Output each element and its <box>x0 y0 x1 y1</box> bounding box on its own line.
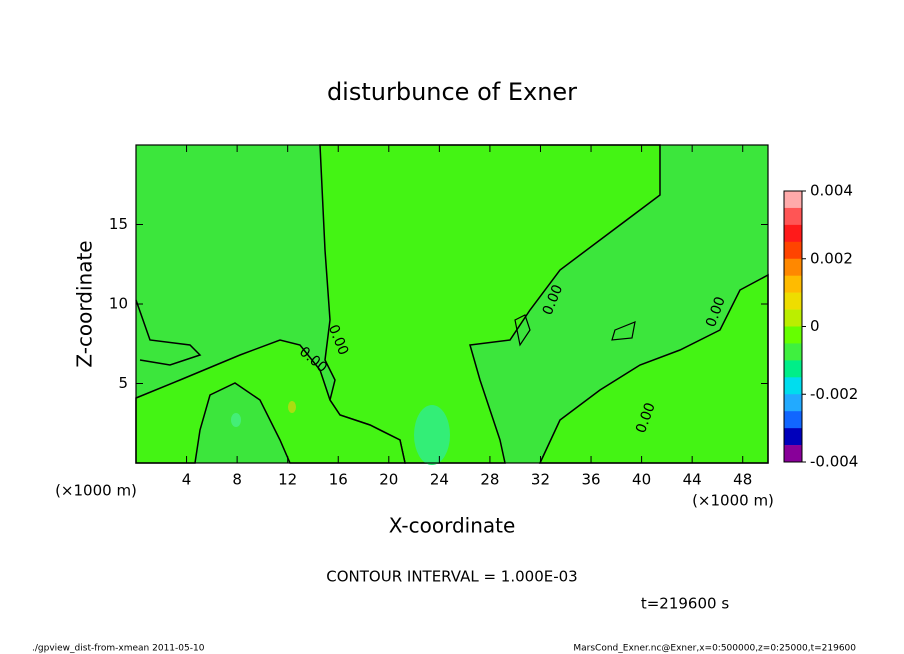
colorbar-band <box>784 377 802 395</box>
colorbar-band <box>784 394 802 412</box>
footer-right: MarsCond_Exner.nc@Exner,x=0:500000,z=0:2… <box>573 644 856 654</box>
y-tick-label: 10 <box>109 295 128 313</box>
x-tick-label: 44 <box>683 471 702 489</box>
x-tick-label: 20 <box>379 471 398 489</box>
x-tick-label: 16 <box>329 471 348 489</box>
contour-region <box>231 413 241 427</box>
colorbar-band <box>784 326 802 344</box>
colorbar-band <box>784 292 802 310</box>
x-tick-label: 4 <box>182 471 192 489</box>
field <box>135 144 769 465</box>
time-label: t=219600 s <box>641 595 729 613</box>
x-tick-label: 24 <box>430 471 449 489</box>
colorbar-band <box>784 411 802 429</box>
contour-region <box>135 339 406 464</box>
colorbar-band <box>784 309 802 327</box>
x-tick-label: 32 <box>531 471 550 489</box>
colorbar-tick-label: 0 <box>810 317 820 335</box>
colorbar-tick-label: 0.004 <box>810 182 853 200</box>
x-unit: (×1000 m) <box>692 492 774 510</box>
colorbar-band <box>784 275 802 293</box>
contour-line <box>135 299 202 366</box>
y-axis-label: Z-coordinate <box>73 240 97 367</box>
colorbar-band <box>784 428 802 446</box>
colorbar-band <box>784 343 802 361</box>
colorbar-band <box>784 258 802 276</box>
y-unit: (×1000 m) <box>55 482 137 500</box>
contour-line <box>514 314 531 347</box>
colorbar-band <box>784 224 802 243</box>
colorbar-band <box>784 207 802 226</box>
footer-left: ./gpview_dist-from-xmean 2011-05-10 <box>32 644 205 654</box>
chart-title: disturbunce of Exner <box>327 78 577 106</box>
x-tick-label: 28 <box>480 471 499 489</box>
x-tick-label: 36 <box>581 471 600 489</box>
x-axis-label: X-coordinate <box>389 514 516 538</box>
contour-region <box>288 401 296 413</box>
y-tick-label: 15 <box>109 215 128 233</box>
colorbar-band <box>784 360 802 378</box>
colorbar-band <box>784 241 802 260</box>
x-tick-label: 8 <box>232 471 242 489</box>
colorbar-tick-label: -0.004 <box>810 453 858 471</box>
contour-region <box>319 144 661 464</box>
contour-interval: CONTOUR INTERVAL = 1.000E-03 <box>326 568 577 586</box>
x-tick-label: 12 <box>278 471 297 489</box>
x-tick-label: 40 <box>632 471 651 489</box>
contour-line <box>611 321 636 341</box>
colorbar-tick-label: -0.002 <box>810 385 858 403</box>
colorbar-band <box>784 445 802 463</box>
colorbar-tick-label: 0.002 <box>810 249 853 267</box>
y-tick-label: 5 <box>118 374 128 392</box>
x-tick-label: 48 <box>733 471 752 489</box>
colorbar-band <box>784 191 802 209</box>
contour-region <box>414 405 450 465</box>
